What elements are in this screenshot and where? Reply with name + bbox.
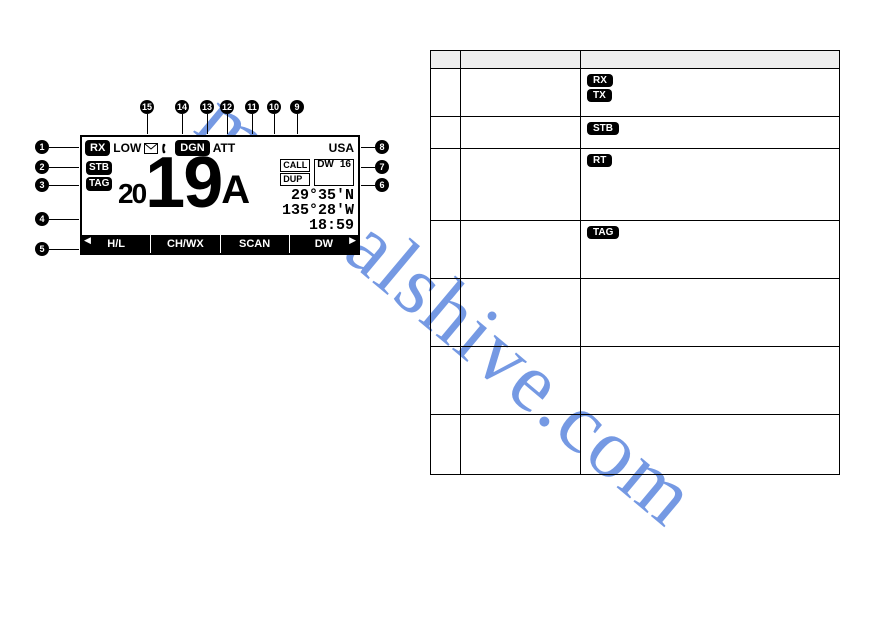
longitude: 135°28'W <box>280 203 354 218</box>
callout-6: 6 <box>375 178 389 192</box>
channel-prefix: 20 <box>118 180 145 208</box>
rx-badge: RX <box>85 140 110 156</box>
table-row <box>431 415 840 475</box>
dw-label: DW <box>317 160 334 185</box>
softkey-dw[interactable]: DW <box>290 235 358 253</box>
callout-5: 5 <box>35 242 49 256</box>
callout-11: 11 <box>245 100 259 114</box>
indicator-badge: RT <box>587 154 612 167</box>
usa-indicator: USA <box>329 141 354 155</box>
table-header-row <box>431 51 840 69</box>
softkey-chwx[interactable]: CH/WX <box>151 235 220 253</box>
table-row: RT <box>431 149 840 221</box>
callout-12: 12 <box>220 100 234 114</box>
table-header <box>431 51 461 69</box>
table-header <box>581 51 840 69</box>
lcd-diagram: 1 2 3 4 5 8 7 6 15 14 13 12 11 10 9 RX L… <box>35 130 395 280</box>
lcd-right-block: CALL DUP DW 16 29°35'N 135°28'W 18:59 <box>280 159 354 233</box>
callout-4: 4 <box>35 212 49 226</box>
callout-13: 13 <box>200 100 214 114</box>
indicator-table: RX TX STB RT TAG <box>430 50 840 475</box>
stb-badge: STB <box>86 161 112 175</box>
indicator-badge: TAG <box>587 226 619 239</box>
callout-3: 3 <box>35 178 49 192</box>
lcd-left-badges: STB TAG <box>86 161 112 193</box>
softkey-scan[interactable]: SCAN <box>221 235 290 253</box>
callout-2: 2 <box>35 160 49 174</box>
channel-number: 20 19 A <box>118 153 248 214</box>
indicator-badge: STB <box>587 122 619 135</box>
dw-value: 16 <box>340 160 351 185</box>
table-row: TAG <box>431 221 840 279</box>
callout-15: 15 <box>140 100 154 114</box>
table-row: STB <box>431 117 840 149</box>
tag-badge: TAG <box>86 177 112 191</box>
channel-suffix: A <box>221 170 248 210</box>
softkey-hl[interactable]: H/L <box>82 235 151 253</box>
callout-8: 8 <box>375 140 389 154</box>
table-header <box>461 51 581 69</box>
time-display: 18:59 <box>280 218 354 233</box>
table-row <box>431 347 840 415</box>
dw-box: DW 16 <box>314 159 354 186</box>
table-row <box>431 279 840 347</box>
callout-1: 1 <box>35 140 49 154</box>
callout-14: 14 <box>175 100 189 114</box>
indicator-badge: RX <box>587 74 613 87</box>
callout-9: 9 <box>290 100 304 114</box>
lcd-screen: RX LOW DGN ATT USA STB TAG 20 19 A CALL … <box>80 135 360 255</box>
channel-main: 19 <box>145 153 221 214</box>
table-row: RX TX <box>431 69 840 117</box>
callout-10: 10 <box>267 100 281 114</box>
latitude: 29°35'N <box>280 188 354 203</box>
softkey-bar: H/L CH/WX SCAN DW <box>82 235 358 253</box>
callout-7: 7 <box>375 160 389 174</box>
call-mini: CALL <box>280 159 310 172</box>
dup-mini: DUP <box>280 173 310 186</box>
indicator-badge: TX <box>587 89 612 102</box>
